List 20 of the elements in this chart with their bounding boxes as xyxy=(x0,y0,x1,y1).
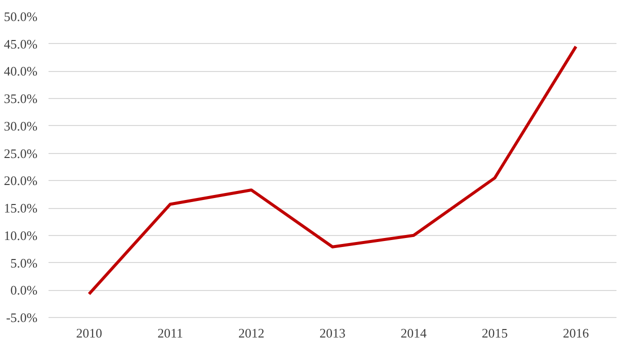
x-tick-label: 2010 xyxy=(76,326,102,340)
y-tick-label: 15.0% xyxy=(4,200,38,216)
y-tick-label: 20.0% xyxy=(4,173,38,188)
y-tick-label: 5.0% xyxy=(10,255,38,270)
y-tick-label: 0.0% xyxy=(10,282,38,298)
y-tick-label: 30.0% xyxy=(4,118,38,134)
y-tick-label: 50.0% xyxy=(4,9,38,24)
x-tick-label: 2015 xyxy=(482,326,508,340)
y-tick-label: 25.0% xyxy=(4,146,38,161)
y-tick-label: 40.0% xyxy=(4,64,38,79)
line-series xyxy=(88,45,578,296)
x-tick-label: 2013 xyxy=(320,326,346,340)
x-tick-label: 2016 xyxy=(562,326,590,340)
x-tick-label: 2011 xyxy=(157,326,183,340)
y-tick-label: 10.0% xyxy=(4,228,38,243)
y-tick-label: 45.0% xyxy=(4,36,38,52)
x-tick-label: 2014 xyxy=(400,326,428,340)
y-tick-label: 35.0% xyxy=(4,91,38,106)
y-tick-label: -5.0% xyxy=(6,310,38,325)
x-tick-label: 2012 xyxy=(238,326,264,340)
